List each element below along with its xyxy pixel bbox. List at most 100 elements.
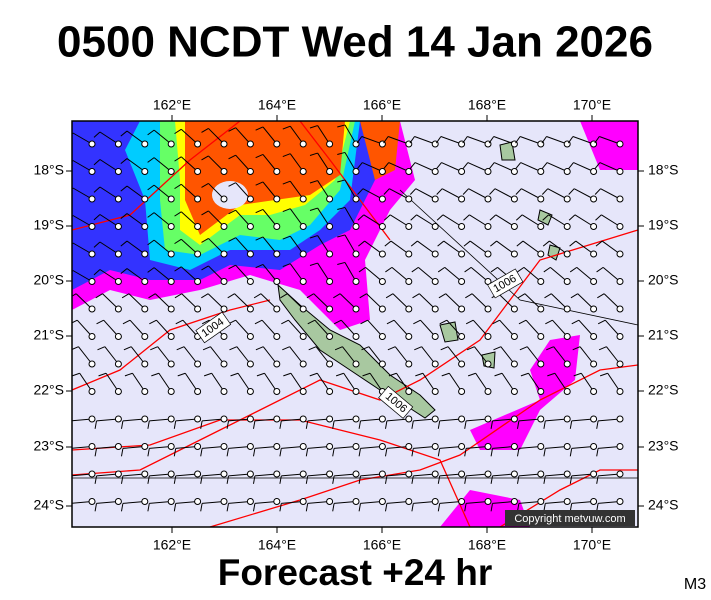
barb-staff [281,473,304,477]
barb-staff [545,446,568,449]
station [273,305,281,313]
barb-staff [288,319,304,337]
barb-feather [467,372,476,377]
barb-staff [387,136,409,145]
station [114,223,122,230]
station [537,250,545,258]
station [405,223,413,230]
barb-staff [493,136,515,145]
station [616,140,624,148]
barb-staff [208,155,225,172]
latitude-label: 24°S [648,497,679,513]
barb-staff [289,235,304,255]
barb-staff [254,446,277,449]
barb-feather [176,346,185,351]
barb-staff [202,501,225,504]
latitude-label: 24°S [33,497,64,513]
station [167,168,175,175]
station [220,443,228,450]
station [194,360,202,368]
barb-staff [415,188,436,200]
latitude-label: 18°S [33,162,64,178]
barb-staff [364,240,383,255]
station [563,415,571,423]
barb-staff [475,372,489,392]
station [405,168,413,175]
barb-staff [472,319,489,337]
barb-staff [523,266,542,282]
station [510,333,518,340]
barb-staff [360,501,383,504]
station [194,140,202,148]
barb-staff [413,501,436,504]
barb-staff [501,372,515,392]
barb-feather [254,319,263,325]
barb-feather [308,346,317,351]
wind-barbs [69,124,624,512]
station [220,278,228,285]
station [273,415,281,423]
barb-feather [490,420,493,429]
barb-feather [149,319,157,325]
barb-staff [386,446,409,449]
barb-staff [228,446,251,449]
barb-feather [437,420,441,429]
barb-staff [99,241,119,255]
barb-staff [386,418,409,422]
barb-feather [517,420,520,429]
station [352,223,360,230]
barb-feather [69,448,70,456]
station [616,388,624,395]
latitude-label: 20°S [33,272,64,288]
barb-staff [228,473,251,477]
barb-feather [569,475,573,484]
barb-staff [521,188,542,200]
barb-feather [305,503,309,512]
barb-feather [568,214,576,221]
barb-feather [309,207,318,211]
barb-staff [466,501,489,504]
barb-feather [309,180,318,184]
station [299,333,307,340]
barb-feather [121,420,124,429]
station [299,388,307,395]
station [431,443,439,450]
station [273,333,281,340]
barb-staff [96,473,119,477]
station [616,305,624,313]
barb-staff [420,319,436,337]
station [378,168,386,175]
barb-feather [490,475,493,484]
station [352,443,360,450]
station [510,305,518,313]
barb-feather [309,262,318,266]
barb-staff [492,446,515,449]
station [194,470,202,478]
barb-feather [440,346,449,351]
barb-feather [97,346,106,351]
station [220,305,228,313]
station [458,168,466,175]
station [458,223,466,230]
barb-staff [598,446,621,449]
rain-orange [185,121,400,235]
barb-staff [317,125,331,145]
station [590,443,598,450]
station [88,305,96,313]
station [563,305,571,313]
station [220,360,228,368]
barb-feather [599,372,608,377]
barb-feather [543,448,546,457]
barb-feather [173,503,177,512]
station [273,140,281,148]
map-area: 1004 1006 1006 Copyright metvuw.com [69,121,638,527]
station [537,470,545,478]
barb-feather [201,238,209,243]
latitude-label: 19°S [648,217,679,233]
barb-feather [520,372,529,377]
station [326,333,334,340]
barb-feather [541,136,547,144]
barb-staff [126,158,146,172]
station [431,250,439,258]
station [405,443,413,450]
